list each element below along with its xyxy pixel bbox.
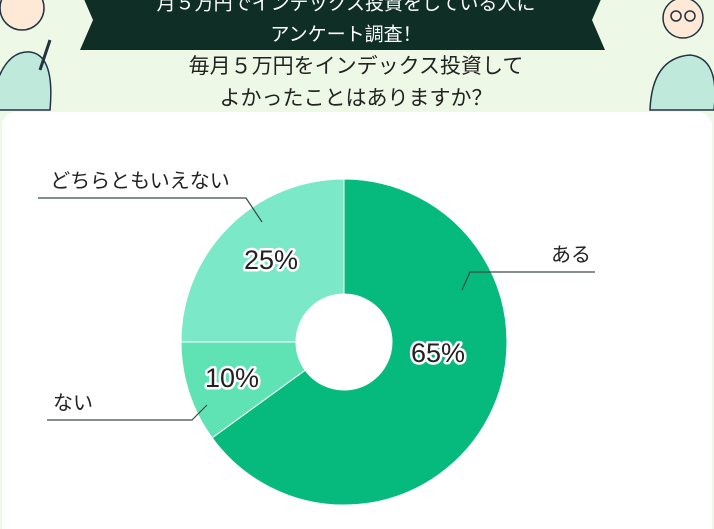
chart-title: 月５万円でインデックス投資をしている人に (157, 0, 536, 15)
category-label: ある (551, 243, 591, 267)
value-label: 10% (205, 363, 259, 393)
leader-line (461, 271, 595, 291)
leader-line (38, 197, 263, 223)
value-label: 25% (244, 245, 298, 275)
donut-slice (180, 178, 345, 343)
chart-subtitle: 毎月５万円をインデックス投資して (189, 54, 524, 78)
value-label: 65% (411, 338, 465, 368)
category-label: ない (53, 391, 93, 415)
illustration-left (0, 0, 52, 111)
leader-line (47, 404, 208, 421)
title-banner (80, 0, 605, 50)
chart-title: アンケート調査！ (270, 24, 421, 46)
chart-subtitle: よかったことはありますか？ (220, 86, 493, 110)
category-label: どちらともいえない (50, 169, 230, 193)
card (2, 112, 712, 529)
donut-slice (211, 178, 508, 506)
illustration-right (649, 0, 714, 111)
